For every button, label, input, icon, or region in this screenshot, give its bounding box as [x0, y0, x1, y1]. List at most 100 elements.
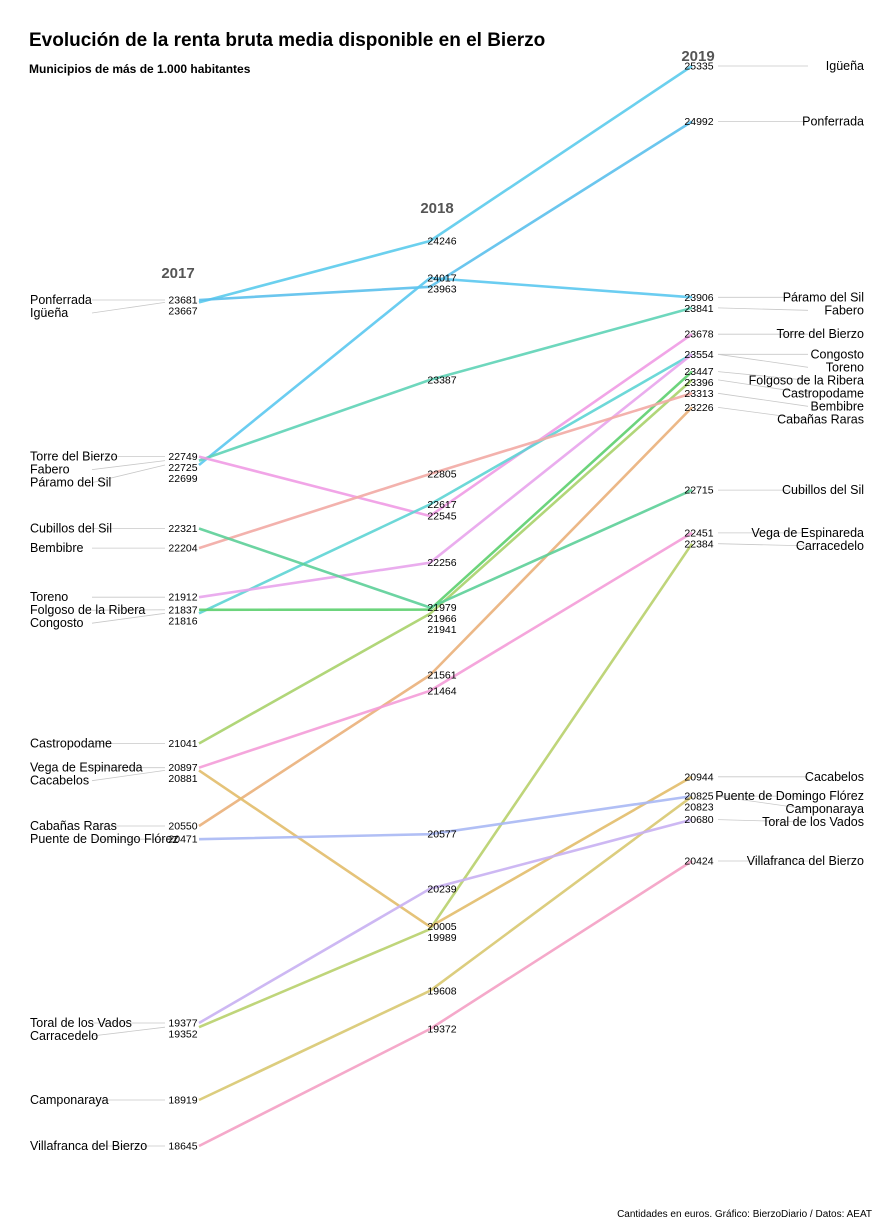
name-label-torre-del-bierzo: Torre del Bierzo [776, 327, 864, 341]
year-label-2018: 2018 [420, 200, 453, 217]
name-label-ponferrada: Ponferrada [30, 293, 92, 307]
series-line-toreno [198, 353, 693, 599]
name-label-toreno: Toreno [30, 590, 68, 604]
value-label-2019-20944: 20944 [684, 771, 713, 783]
name-label-toral-de-los-vados: Toral de los Vados [30, 1016, 132, 1030]
name-label-carracedelo: Carracedelo [30, 1029, 98, 1043]
value-label-2019-22384: 22384 [684, 538, 713, 550]
name-label-cacabelos: Cacabelos [805, 770, 864, 784]
value-label-2018-22617: 22617 [427, 499, 456, 511]
series-line-puente-de-domingo-florez [198, 794, 693, 841]
name-label-paramo-del-sil: Páramo del Sil [783, 290, 864, 304]
series-line-folgoso-de-la-ribera [198, 370, 693, 612]
leader-lines [91, 65, 809, 1147]
value-label-2018-23963: 23963 [427, 284, 456, 296]
series-lines [198, 64, 694, 1148]
value-label-2017-18919: 18919 [168, 1095, 197, 1107]
name-label-castropodame: Castropodame [30, 737, 112, 751]
value-label-2017-18645: 18645 [168, 1141, 197, 1153]
value-label-2019-20680: 20680 [684, 814, 713, 826]
leader-line [91, 460, 166, 470]
value-label-2018-19608: 19608 [427, 985, 456, 997]
value-label-2019-25335: 25335 [684, 61, 713, 73]
name-label-villafranca-del-bierzo: Villafranca del Bierzo [30, 1139, 147, 1153]
value-label-2018-21561: 21561 [427, 670, 456, 682]
series-line-cabanas-raras [198, 406, 693, 828]
name-label-torre-del-bierzo: Torre del Bierzo [30, 450, 118, 464]
series-line-camponaraya [198, 795, 693, 1102]
series-line-iguena [198, 64, 693, 304]
name-label-camponaraya: Camponaraya [30, 1093, 109, 1107]
value-label-2017-19377: 19377 [168, 1018, 197, 1030]
name-label-vega-de-espinareda: Vega de Espinareda [30, 761, 143, 775]
leader-line [91, 612, 166, 624]
source-note: Cantidades en euros. Gráfico: BierzoDiar… [617, 1209, 872, 1220]
series-line-bembibre [198, 392, 693, 550]
leader-line [717, 371, 809, 381]
value-label-2017-21837: 21837 [168, 604, 197, 616]
value-label-2019-23226: 23226 [684, 402, 713, 414]
value-label-2018-22545: 22545 [427, 511, 456, 523]
value-label-2018-21941: 21941 [427, 624, 456, 636]
name-label-folgoso-de-la-ribera: Folgoso de la Ribera [749, 373, 864, 387]
leader-line [91, 770, 166, 782]
value-label-2017-23667: 23667 [168, 306, 197, 318]
value-label-2017-22699: 22699 [168, 473, 197, 485]
value-label-2019-23554: 23554 [684, 349, 713, 361]
value-label-2017-22204: 22204 [168, 543, 197, 555]
series-line-fabero [198, 306, 693, 462]
series-line-villafranca-del-bierzo [198, 859, 693, 1148]
value-label-2019-23313: 23313 [684, 388, 713, 400]
leader-line [91, 1026, 166, 1037]
value-label-2017-22725: 22725 [168, 462, 197, 474]
value-label-2018-21464: 21464 [427, 685, 456, 697]
value-label-2017-20881: 20881 [168, 773, 197, 785]
leader-line [717, 543, 809, 547]
name-label-cubillos-del-sil: Cubillos del Sil [782, 483, 864, 497]
leader-line [717, 796, 809, 810]
value-label-2019-22715: 22715 [684, 485, 713, 497]
name-label-paramo-del-sil: Páramo del Sil [30, 476, 111, 490]
year-label-2017: 2017 [161, 265, 194, 282]
name-label-camponaraya: Camponaraya [785, 802, 864, 816]
leader-line [717, 392, 809, 407]
leader-line [717, 407, 809, 420]
value-label-2019-23447: 23447 [684, 366, 713, 378]
name-label-puente-de-domingo-florez: Puente de Domingo Flórez [715, 789, 864, 803]
value-label-2017-20897: 20897 [168, 762, 197, 774]
value-label-2018-19989: 19989 [427, 932, 456, 944]
name-label-cacabelos: Cacabelos [30, 774, 89, 788]
value-label-2018-20239: 20239 [427, 883, 456, 895]
value-label-2018-24246: 24246 [427, 236, 456, 248]
name-label-iguena: Igüeña [30, 306, 68, 320]
name-label-cabanas-raras: Cabañas Raras [30, 819, 117, 833]
name-label-ponferrada: Ponferrada [802, 115, 864, 129]
name-label-castropodame: Castropodame [782, 386, 864, 400]
leader-line [91, 302, 166, 314]
name-label-villafranca-del-bierzo: Villafranca del Bierzo [747, 854, 864, 868]
value-label-2019-22451: 22451 [684, 527, 713, 539]
leader-line [717, 353, 809, 368]
value-label-2018-20005: 20005 [427, 921, 456, 933]
name-label-bembibre: Bembibre [811, 399, 865, 413]
value-label-2017-21912: 21912 [168, 592, 197, 604]
value-label-2017-23681: 23681 [168, 295, 197, 307]
name-label-cabanas-raras: Cabañas Raras [777, 412, 864, 426]
value-label-2017-20550: 20550 [168, 821, 197, 833]
value-label-2018-21979: 21979 [427, 602, 456, 614]
series-line-torre-del-bierzo [198, 333, 693, 518]
value-label-2019-24992: 24992 [684, 116, 713, 128]
value-label-2019-23678: 23678 [684, 329, 713, 341]
value-label-2018-20577: 20577 [427, 829, 456, 841]
name-label-congosto: Congosto [810, 347, 864, 361]
value-label-2019-23396: 23396 [684, 377, 713, 389]
name-label-bembibre: Bembibre [30, 541, 84, 555]
value-label-2018-24017: 24017 [427, 273, 456, 285]
name-label-iguena: Igüeña [826, 59, 864, 73]
name-label-fabero: Fabero [30, 463, 70, 477]
series-line-ponferrada [198, 120, 693, 302]
value-label-2019-20825: 20825 [684, 791, 713, 803]
leader-line [91, 464, 166, 483]
